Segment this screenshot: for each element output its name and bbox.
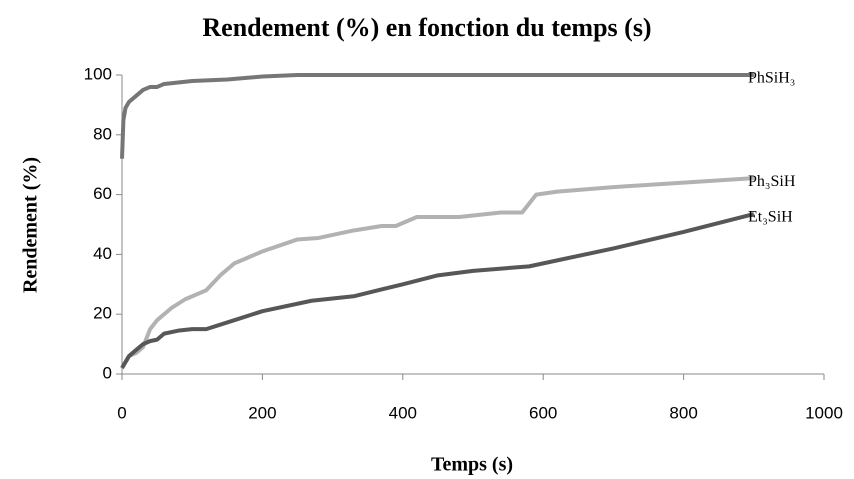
chart-title: Rendement (%) en fonction du temps (s)	[202, 13, 651, 42]
x-tick-label: 800	[669, 403, 697, 422]
y-tick-label: 100	[84, 64, 112, 83]
series-label: Ph₃SiH	[748, 173, 796, 190]
y-axis-title: Rendement (%)	[20, 157, 42, 293]
x-axis-title: Temps (s)	[431, 454, 513, 476]
y-tick-label: 60	[93, 184, 112, 203]
x-tick-label: 400	[389, 403, 417, 422]
line	[120, 73, 754, 159]
x-tick-label: 1000	[805, 403, 843, 422]
x-tick-label: 0	[117, 403, 126, 422]
series-label: PhSiH₃	[748, 70, 795, 87]
x-tick-label: 200	[248, 403, 276, 422]
series-label: Et₃SiH	[748, 209, 793, 226]
y-tick-label: 0	[103, 363, 112, 382]
line	[120, 176, 754, 370]
y-tick-label: 80	[93, 124, 112, 143]
y-tick-label: 20	[93, 304, 112, 323]
line	[120, 212, 755, 370]
x-tick-label: 600	[529, 403, 557, 422]
y-tick-label: 40	[93, 244, 112, 263]
